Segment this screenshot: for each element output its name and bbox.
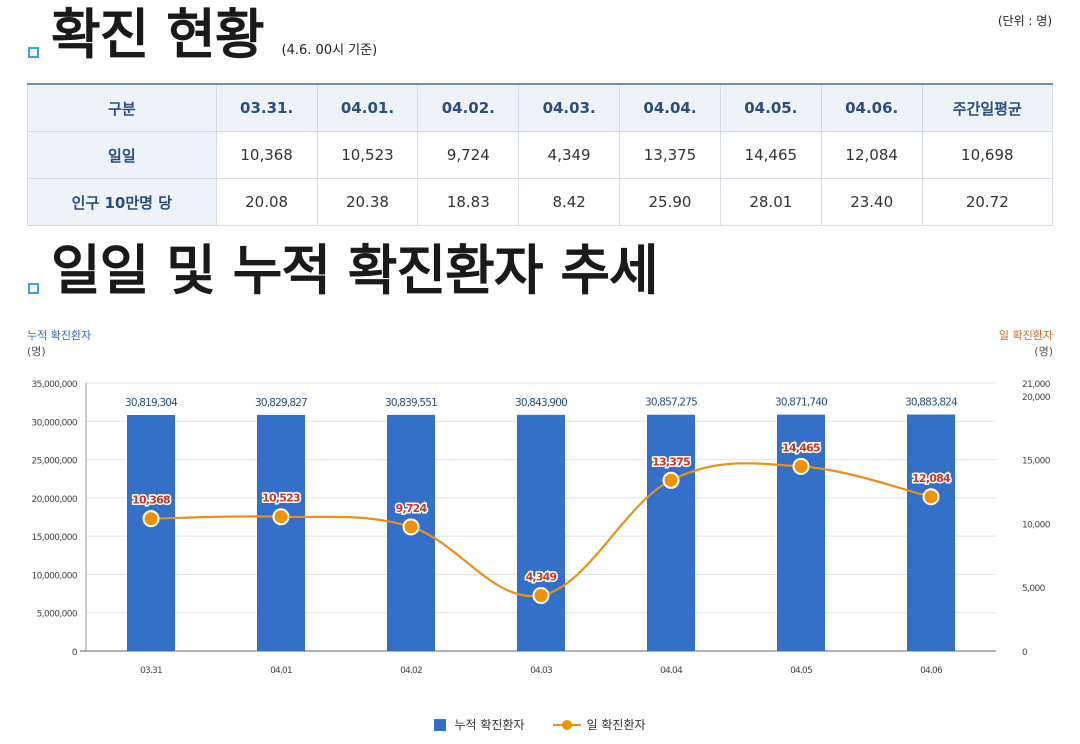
- section-title-trend: 일일 및 누적 확진환자 추세: [28, 239, 659, 302]
- left-tick-label: 35,000,000: [31, 380, 77, 390]
- table-cell: 14,465: [719, 131, 822, 179]
- left-tick-label: 5,000,000: [37, 610, 78, 620]
- table-header: 04.02.: [417, 83, 520, 132]
- legend-item-cumulative[interactable]: 누적 확진환자: [434, 716, 525, 733]
- left-tick-label: 20,000,000: [31, 495, 77, 505]
- line-data-label: 9,724: [396, 502, 428, 515]
- table-header: 04.05.: [719, 83, 822, 132]
- bar: [907, 414, 955, 651]
- bar: [777, 414, 825, 651]
- table-cell: 13,375: [619, 131, 721, 179]
- right-tick-label: 15,000: [1022, 457, 1051, 467]
- legend-item-daily[interactable]: 일 확진환자: [552, 716, 646, 733]
- bar-data-label: 30,871,740: [775, 397, 827, 409]
- table-cell: 23.40: [820, 178, 923, 226]
- reference-time: (4.6. 00시 기준): [281, 43, 378, 58]
- line-data-label: 10,368: [132, 494, 170, 507]
- line-point: [922, 488, 940, 506]
- table-header: 04.01.: [316, 83, 419, 132]
- section-title-status: 확진 현황 (4.6. 00시 기준): [28, 4, 377, 66]
- x-tick-label: 03.31: [140, 666, 162, 676]
- table-cell: 20.38: [316, 178, 419, 226]
- table-header: 주간일평균: [921, 83, 1054, 132]
- x-tick-label: 04.03: [530, 666, 552, 676]
- row-label: 일일: [27, 131, 217, 179]
- table-row: 일일 10,368 10,523 9,724 4,349 13,375 14,4…: [27, 131, 1054, 179]
- bar-data-label: 30,829,827: [255, 397, 307, 409]
- section-title-text: 확진 현황: [51, 3, 265, 66]
- chart-legend: 누적 확진환자 일 확진환자: [0, 716, 1080, 733]
- left-tick-label: 30,000,000: [31, 418, 77, 428]
- bar-data-label: 30,883,824: [905, 397, 958, 409]
- table-cell: 10,698: [921, 131, 1054, 179]
- table-header-row: 구분 03.31. 04.01. 04.02. 04.03. 04.04. 04…: [27, 83, 1054, 132]
- line-data-label: 13,375: [652, 455, 690, 468]
- table-cell: 25.90: [619, 178, 721, 226]
- table-row: 인구 10만명 당 20.08 20.38 18.83 8.42 25.90 2…: [27, 178, 1054, 226]
- left-axis-title: 누적 확진환자: [27, 329, 92, 342]
- right-tick-label: 0: [1022, 648, 1028, 658]
- bar: [517, 414, 565, 651]
- line-point: [272, 508, 290, 526]
- bar-data-label: 30,857,275: [645, 397, 697, 409]
- table-cell: 8.42: [518, 178, 621, 226]
- row-label: 인구 10만명 당: [27, 178, 217, 226]
- left-tick-label: 15,000,000: [31, 533, 77, 543]
- right-tick-label: 21,000: [1022, 380, 1051, 390]
- combo-chart: 0 5,000,000 10,000,000 15,000,000 20,000,000…: [31, 380, 1051, 676]
- right-tick-label: 10,000: [1022, 520, 1051, 530]
- unit-label: (단위 : 명): [997, 14, 1052, 28]
- right-axis-unit: (명): [1034, 345, 1053, 358]
- line-point: [792, 457, 810, 475]
- x-tick-label: 04.04: [660, 666, 683, 676]
- left-tick-label: 0: [72, 648, 78, 658]
- table-header: 04.06.: [820, 83, 923, 132]
- legend-label: 일 확진환자: [586, 718, 646, 732]
- line-data-label: 4,349: [526, 570, 557, 583]
- table-header: 04.04.: [619, 83, 721, 132]
- right-axis-title: 일 확진환자: [998, 329, 1053, 342]
- bar-data-label: 30,839,551: [385, 397, 437, 409]
- bar-data-label: 30,819,304: [125, 397, 178, 409]
- table-header: 03.31.: [215, 83, 318, 132]
- legend-line-swatch: [552, 719, 581, 731]
- left-tick-label: 25,000,000: [31, 457, 77, 467]
- bar: [257, 414, 305, 651]
- line-point: [402, 518, 420, 536]
- line-data-label: 14,465: [782, 441, 820, 454]
- table-cell: 10,368: [215, 131, 318, 179]
- table-cell: 4,349: [518, 131, 621, 179]
- table-header: 구분: [27, 83, 217, 132]
- table-cell: 20.72: [921, 178, 1054, 226]
- table-cell: 28.01: [719, 178, 822, 226]
- left-axis-unit: (명): [27, 345, 46, 358]
- table-cell: 9,724: [417, 131, 520, 179]
- section-title-text: 일일 및 누적 확진환자 추세: [51, 239, 659, 302]
- bar: [127, 415, 175, 651]
- bar-data-label: 30,843,900: [515, 397, 567, 409]
- table-cell: 18.83: [417, 178, 520, 226]
- square-bullet-icon: [28, 283, 39, 294]
- table-cell: 10,523: [316, 131, 419, 179]
- x-tick-label: 04.02: [400, 666, 422, 676]
- legend-label: 누적 확진환자: [454, 718, 525, 732]
- line-point: [532, 586, 550, 604]
- x-tick-label: 04.05: [790, 666, 812, 676]
- left-tick-label: 10,000,000: [31, 571, 77, 581]
- line-point: [662, 471, 680, 489]
- x-tick-label: 04.06: [920, 666, 943, 676]
- x-tick-label: 04.01: [270, 666, 292, 676]
- right-tick-label: 5,000: [1022, 584, 1046, 594]
- table-cell: 12,084: [820, 131, 923, 179]
- square-bullet-icon: [28, 47, 39, 58]
- line-data-label: 10,523: [262, 492, 300, 505]
- line-point: [142, 510, 160, 528]
- line-data-label: 12,084: [912, 472, 951, 485]
- table-cell: 20.08: [215, 178, 318, 226]
- right-tick-label: 20,000: [1022, 393, 1051, 403]
- table-header: 04.03.: [518, 83, 621, 132]
- legend-bar-swatch: [434, 718, 447, 731]
- status-table: 구분 03.31. 04.01. 04.02. 04.03. 04.04. 04…: [27, 83, 1054, 226]
- bar: [647, 414, 695, 651]
